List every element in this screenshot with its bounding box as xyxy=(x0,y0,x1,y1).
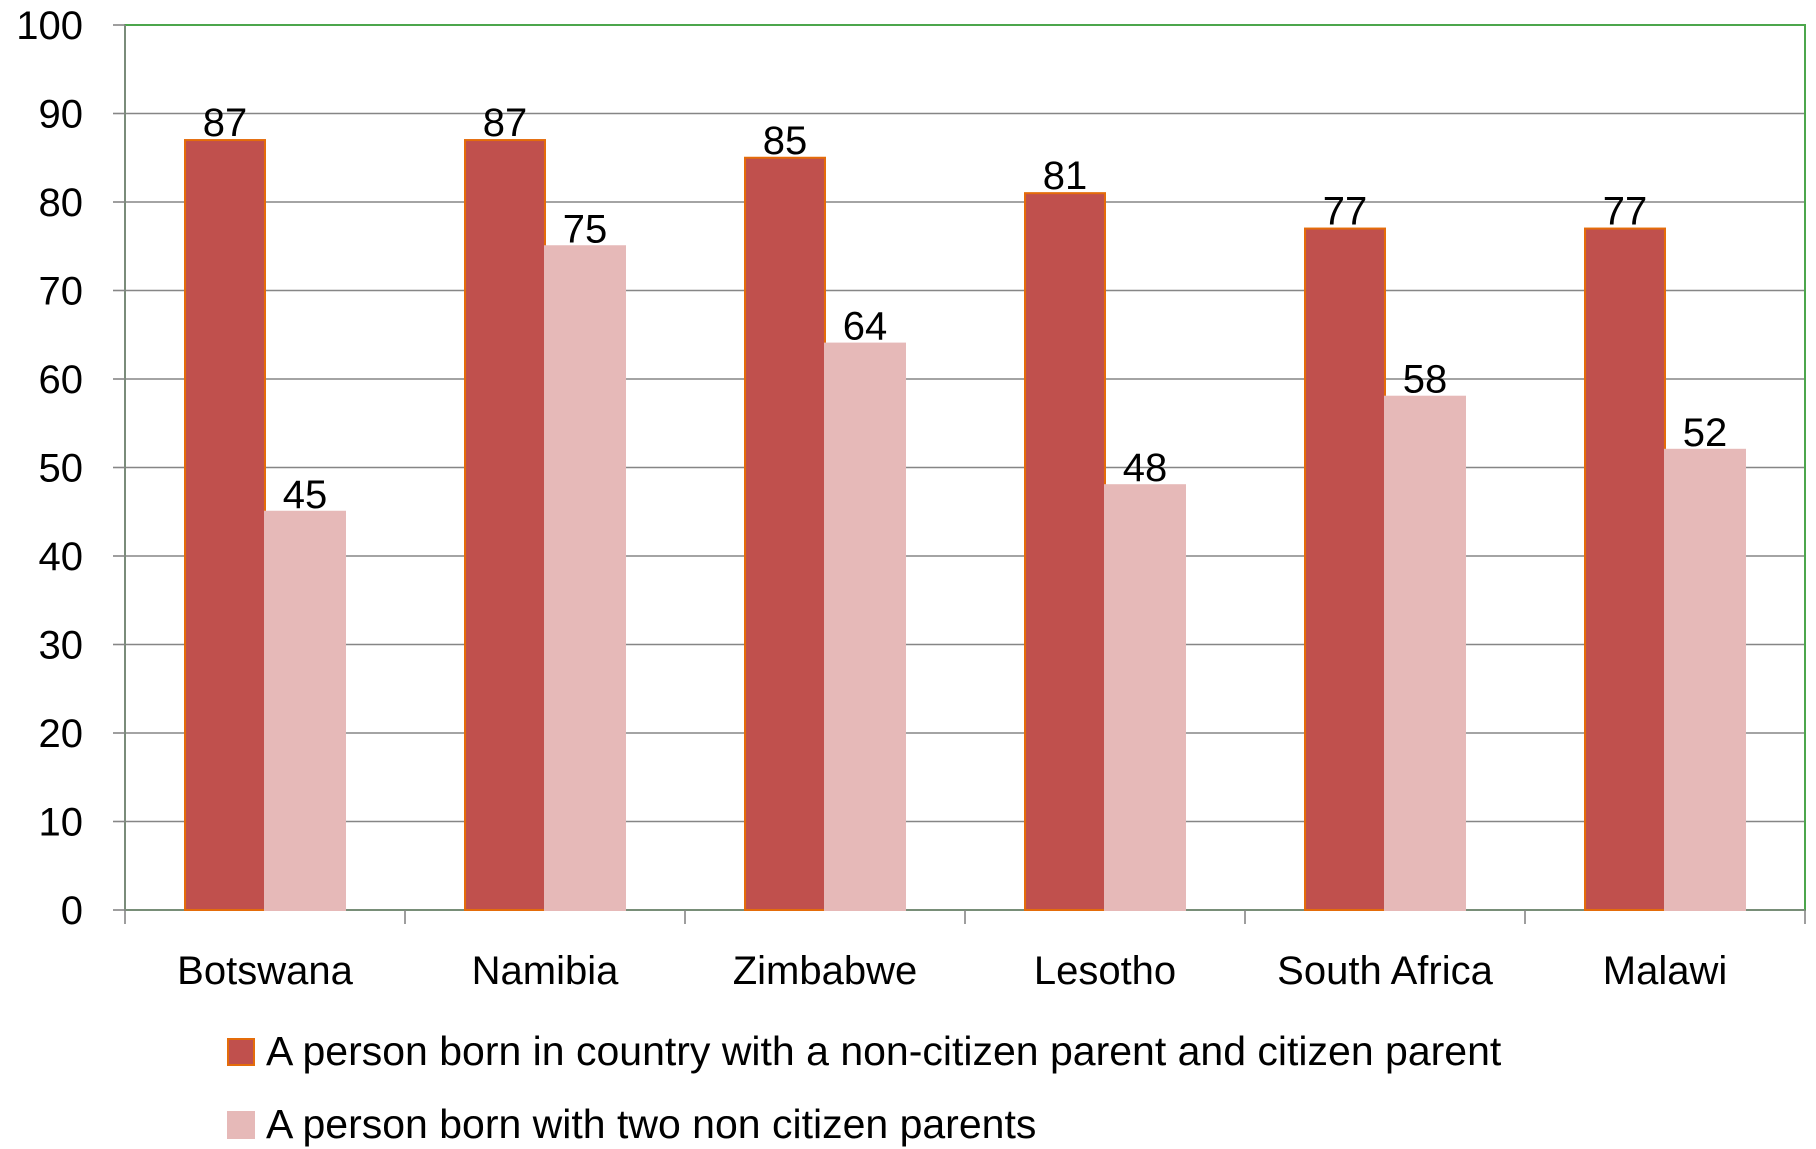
x-category-label: Lesotho xyxy=(1034,949,1176,993)
data-label: 87 xyxy=(203,101,248,145)
x-axis: Botswana Namibia Zimbabwe Lesotho South Afri… xyxy=(124,909,1806,993)
y-tick-label: 60 xyxy=(39,358,84,402)
bar-series-1 xyxy=(464,139,546,912)
bar-series-2 xyxy=(1104,484,1186,911)
bar-series-2 xyxy=(544,245,626,911)
x-category-label: Namibia xyxy=(472,949,619,993)
gridlines xyxy=(125,112,1805,823)
y-tick-label: 40 xyxy=(39,535,84,579)
data-label: 52 xyxy=(1683,411,1728,455)
legend-label: A person born in country with a non-citi… xyxy=(266,1028,1502,1074)
bar-series-2 xyxy=(824,342,906,912)
bars xyxy=(184,139,1746,912)
data-label: 85 xyxy=(763,119,808,163)
legend-swatch xyxy=(227,1111,255,1139)
data-label: 75 xyxy=(563,207,608,251)
bar-series-2 xyxy=(264,510,346,911)
bar-series-1 xyxy=(1024,192,1106,911)
y-tick-label: 80 xyxy=(39,181,84,225)
data-label: 87 xyxy=(483,101,528,145)
data-label: 77 xyxy=(1323,190,1368,234)
y-tick-label: 50 xyxy=(39,447,84,491)
y-tick-label: 0 xyxy=(61,889,83,933)
data-label: 64 xyxy=(843,305,888,349)
legend-label: A person born with two non citizen paren… xyxy=(266,1101,1036,1147)
bar-series-1 xyxy=(1304,227,1386,912)
y-tick-label: 90 xyxy=(39,93,84,137)
y-tick-label: 20 xyxy=(39,712,84,756)
data-label: 81 xyxy=(1043,154,1088,198)
data-label: 77 xyxy=(1603,190,1648,234)
y-tick-label: 100 xyxy=(16,4,83,48)
y-axis: 0 10 20 30 40 50 60 70 80 90 100 xyxy=(16,4,126,933)
bar-series-2 xyxy=(1384,395,1466,911)
x-category-label: Malawi xyxy=(1603,949,1727,993)
x-category-label: Zimbabwe xyxy=(733,949,918,993)
legend: A person born in country with a non-citi… xyxy=(227,1028,1502,1147)
data-label: 58 xyxy=(1403,358,1448,402)
x-category-label: South Africa xyxy=(1277,949,1493,993)
bar-series-1 xyxy=(744,156,826,911)
legend-swatch xyxy=(227,1038,255,1066)
bar-series-2 xyxy=(1664,448,1746,911)
data-label: 48 xyxy=(1123,446,1168,490)
bar-series-1 xyxy=(1584,227,1666,912)
bar-series-1 xyxy=(184,139,266,912)
y-tick-label: 30 xyxy=(39,624,84,668)
x-category-label: Botswana xyxy=(177,949,353,993)
y-tick-label: 10 xyxy=(39,801,84,845)
data-labels: 87 87 85 81 77 77 45 75 64 48 58 52 xyxy=(203,101,1728,517)
y-tick-label: 70 xyxy=(39,270,84,314)
data-label: 45 xyxy=(283,473,328,517)
